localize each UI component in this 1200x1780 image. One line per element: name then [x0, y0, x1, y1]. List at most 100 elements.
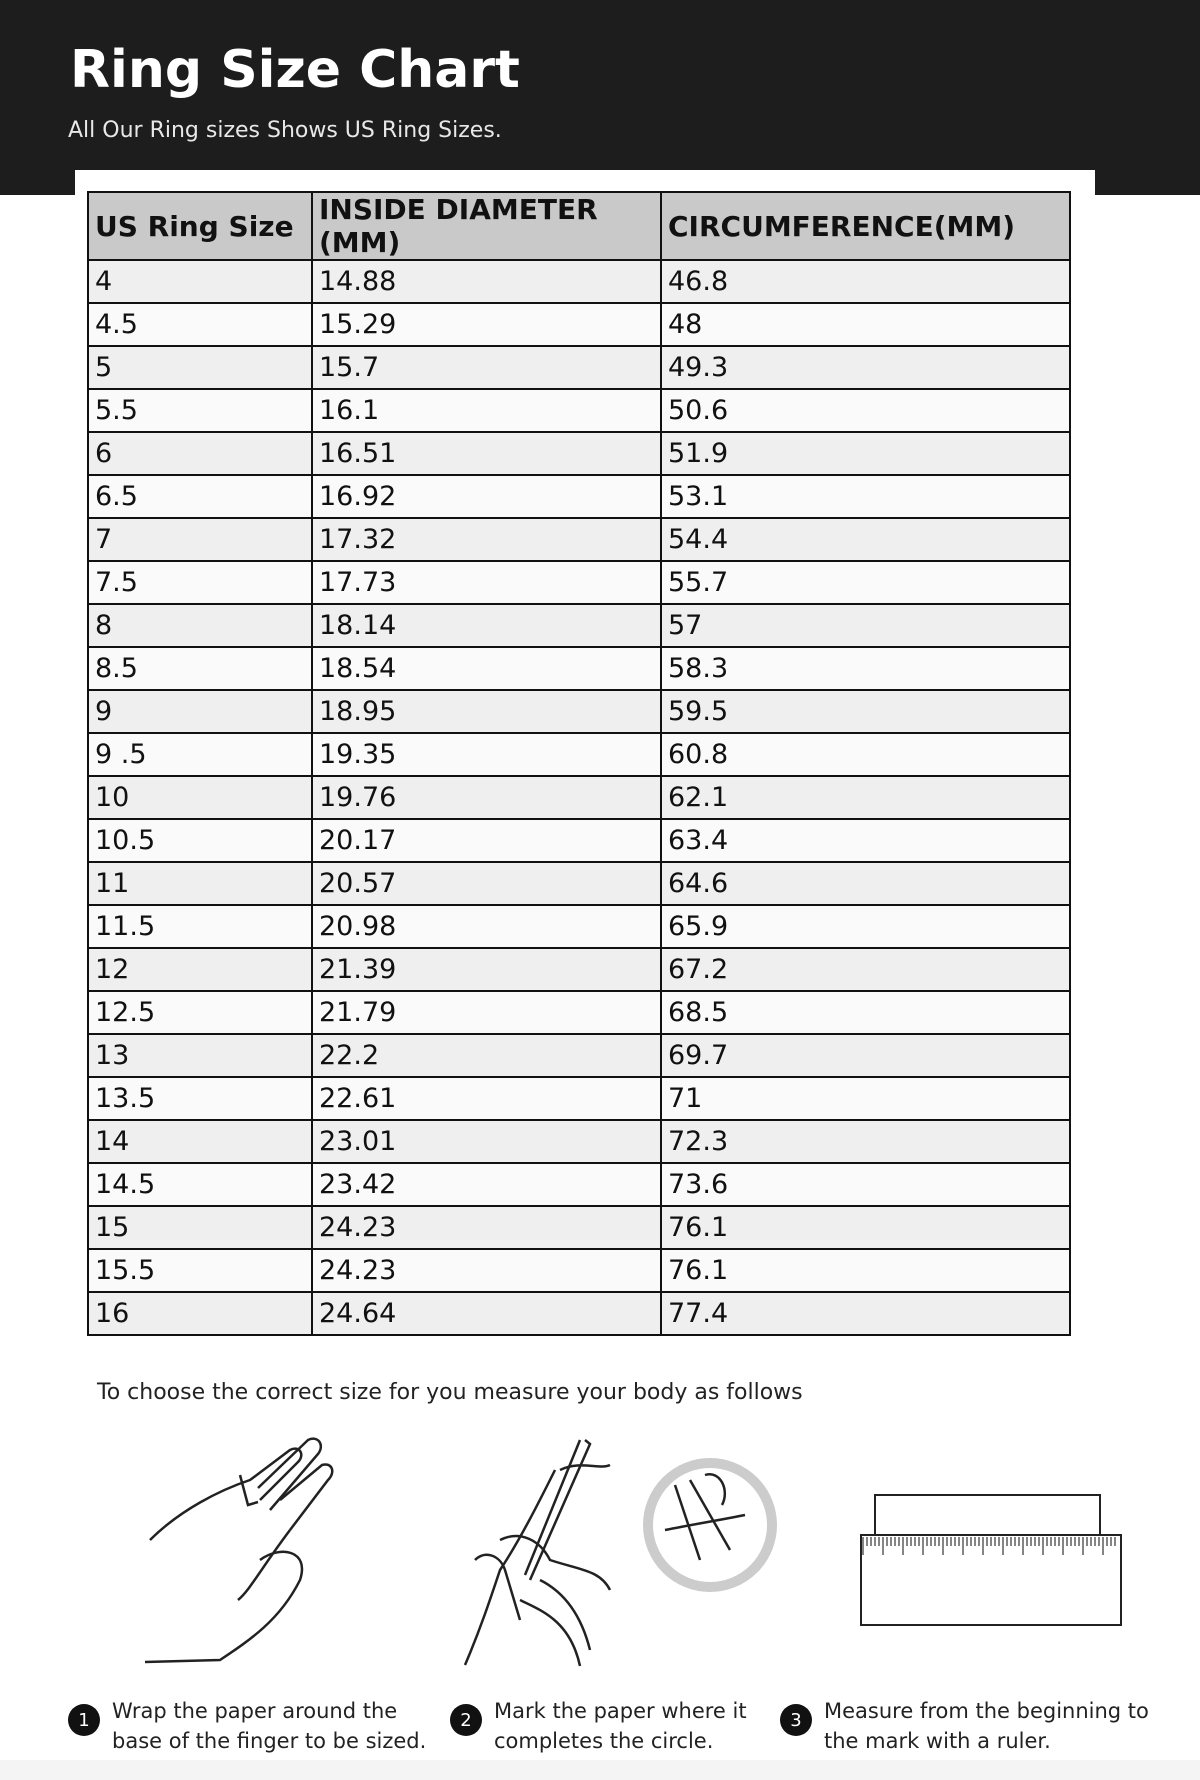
- ring-size-cell: 15: [87, 1205, 313, 1250]
- circumference-cell: 69.7: [660, 1033, 1071, 1078]
- table-header-row: US Ring Size INSIDE DIAMETER (MM) CIRCUMFE…: [87, 191, 1071, 261]
- column-header: INSIDE DIAMETER (MM): [311, 191, 662, 261]
- ring-size-cell: 10.5: [87, 818, 313, 863]
- circumference-cell: 59.5: [660, 689, 1071, 734]
- step-text: Mark the paper where it completes the ci…: [494, 1699, 747, 1753]
- ring-size-cell: 13.5: [87, 1076, 313, 1121]
- diameter-cell: 22.61: [311, 1076, 662, 1121]
- table-row: 15 24.23 76.1: [87, 1205, 1071, 1250]
- table-row: 11.5 20.98 65.9: [87, 904, 1071, 949]
- diameter-cell: 21.79: [311, 990, 662, 1035]
- ring-size-cell: 7.5: [87, 560, 313, 605]
- circumference-cell: 60.8: [660, 732, 1071, 777]
- column-header: CIRCUMFERENCE(MM): [660, 191, 1071, 261]
- ring-size-cell: 6: [87, 431, 313, 476]
- instruction-step: 1 Wrap the paper around the base of the f…: [68, 1696, 426, 1756]
- circumference-cell: 68.5: [660, 990, 1071, 1035]
- circumference-cell: 67.2: [660, 947, 1071, 992]
- table-row: 12.5 21.79 68.5: [87, 990, 1071, 1035]
- circumference-cell: 76.1: [660, 1248, 1071, 1293]
- diameter-cell: 24.23: [311, 1205, 662, 1250]
- table-row: 16 24.64 77.4: [87, 1291, 1071, 1336]
- ring-size-table: US Ring Size INSIDE DIAMETER (MM) CIRCUMFE…: [87, 191, 1071, 1336]
- diameter-cell: 23.01: [311, 1119, 662, 1164]
- ring-size-cell: 7: [87, 517, 313, 562]
- table-row: 4 14.88 46.8: [87, 259, 1071, 304]
- ring-size-cell: 12.5: [87, 990, 313, 1035]
- table-row: 7.5 17.73 55.7: [87, 560, 1071, 605]
- table-row: 6 16.51 51.9: [87, 431, 1071, 476]
- circumference-cell: 48: [660, 302, 1071, 347]
- circumference-cell: 65.9: [660, 904, 1071, 949]
- diameter-cell: 18.54: [311, 646, 662, 691]
- ring-size-cell: 14: [87, 1119, 313, 1164]
- hand-wrap-icon: [144, 1437, 334, 1664]
- column-header: US Ring Size: [87, 191, 313, 261]
- ring-size-cell: 12: [87, 947, 313, 992]
- ring-size-cell: 6.5: [87, 474, 313, 519]
- page-subtitle: All Our Ring sizes Shows US Ring Sizes.: [68, 118, 502, 143]
- circumference-cell: 63.4: [660, 818, 1071, 863]
- table-row: 14.5 23.42 73.6: [87, 1162, 1071, 1207]
- instructions-heading: To choose the correct size for you measu…: [97, 1380, 803, 1405]
- ring-size-cell: 14.5: [87, 1162, 313, 1207]
- ring-size-cell: 10: [87, 775, 313, 820]
- step-number-badge: 3: [780, 1704, 812, 1736]
- step-number-badge: 2: [450, 1704, 482, 1736]
- ring-size-cell: 8.5: [87, 646, 313, 691]
- diameter-cell: 20.98: [311, 904, 662, 949]
- table-row: 14 23.01 72.3: [87, 1119, 1071, 1164]
- ring-size-cell: 5: [87, 345, 313, 390]
- diameter-cell: 16.51: [311, 431, 662, 476]
- diameter-cell: 17.73: [311, 560, 662, 605]
- footer-strip: [0, 1760, 1200, 1780]
- page-title: Ring Size Chart: [70, 40, 520, 100]
- circumference-cell: 73.6: [660, 1162, 1071, 1207]
- ring-size-cell: 11.5: [87, 904, 313, 949]
- diameter-cell: 18.14: [311, 603, 662, 648]
- ring-size-cell: 4.5: [87, 302, 313, 347]
- diameter-cell: 20.57: [311, 861, 662, 906]
- table-row: 5.5 16.1 50.6: [87, 388, 1071, 433]
- diameter-cell: 22.2: [311, 1033, 662, 1078]
- ring-size-cell: 9: [87, 689, 313, 734]
- circumference-cell: 64.6: [660, 861, 1071, 906]
- ring-size-cell: 11: [87, 861, 313, 906]
- diameter-cell: 15.7: [311, 345, 662, 390]
- instruction-step: 3 Measure from the beginning to the mark …: [780, 1696, 1149, 1756]
- hand-mark-icon: [463, 1439, 777, 1667]
- instruction-step: 2 Mark the paper where it completes the c…: [450, 1696, 747, 1756]
- diameter-cell: 16.92: [311, 474, 662, 519]
- ruler-icon: [860, 1494, 1122, 1626]
- circumference-cell: 49.3: [660, 345, 1071, 390]
- circumference-cell: 72.3: [660, 1119, 1071, 1164]
- circumference-cell: 71: [660, 1076, 1071, 1121]
- diameter-cell: 21.39: [311, 947, 662, 992]
- circumference-cell: 51.9: [660, 431, 1071, 476]
- table-row: 13.5 22.61 71: [87, 1076, 1071, 1121]
- step-text: Measure from the beginning to the mark w…: [824, 1699, 1149, 1753]
- diameter-cell: 23.42: [311, 1162, 662, 1207]
- diameter-cell: 18.95: [311, 689, 662, 734]
- table-row: 6.5 16.92 53.1: [87, 474, 1071, 519]
- circumference-cell: 77.4: [660, 1291, 1071, 1336]
- ring-size-cell: 9 .5: [87, 732, 313, 777]
- table-row: 5 15.7 49.3: [87, 345, 1071, 390]
- table-row: 10 19.76 62.1: [87, 775, 1071, 820]
- ring-size-cell: 5.5: [87, 388, 313, 433]
- table-row: 4.5 15.29 48: [87, 302, 1071, 347]
- ring-size-cell: 16: [87, 1291, 313, 1336]
- ring-size-cell: 4: [87, 259, 313, 304]
- ring-size-cell: 15.5: [87, 1248, 313, 1293]
- table-row: 13 22.2 69.7: [87, 1033, 1071, 1078]
- table-row: 7 17.32 54.4: [87, 517, 1071, 562]
- table-row: 9 .5 19.35 60.8: [87, 732, 1071, 777]
- table-row: 9 18.95 59.5: [87, 689, 1071, 734]
- table-row: 15.5 24.23 76.1: [87, 1248, 1071, 1293]
- table-row: 11 20.57 64.6: [87, 861, 1071, 906]
- header-banner: Ring Size Chart All Our Ring sizes Shows…: [0, 0, 1200, 195]
- circumference-cell: 50.6: [660, 388, 1071, 433]
- ring-size-cell: 8: [87, 603, 313, 648]
- step-text: Wrap the paper around the base of the fi…: [112, 1699, 427, 1753]
- circumference-cell: 46.8: [660, 259, 1071, 304]
